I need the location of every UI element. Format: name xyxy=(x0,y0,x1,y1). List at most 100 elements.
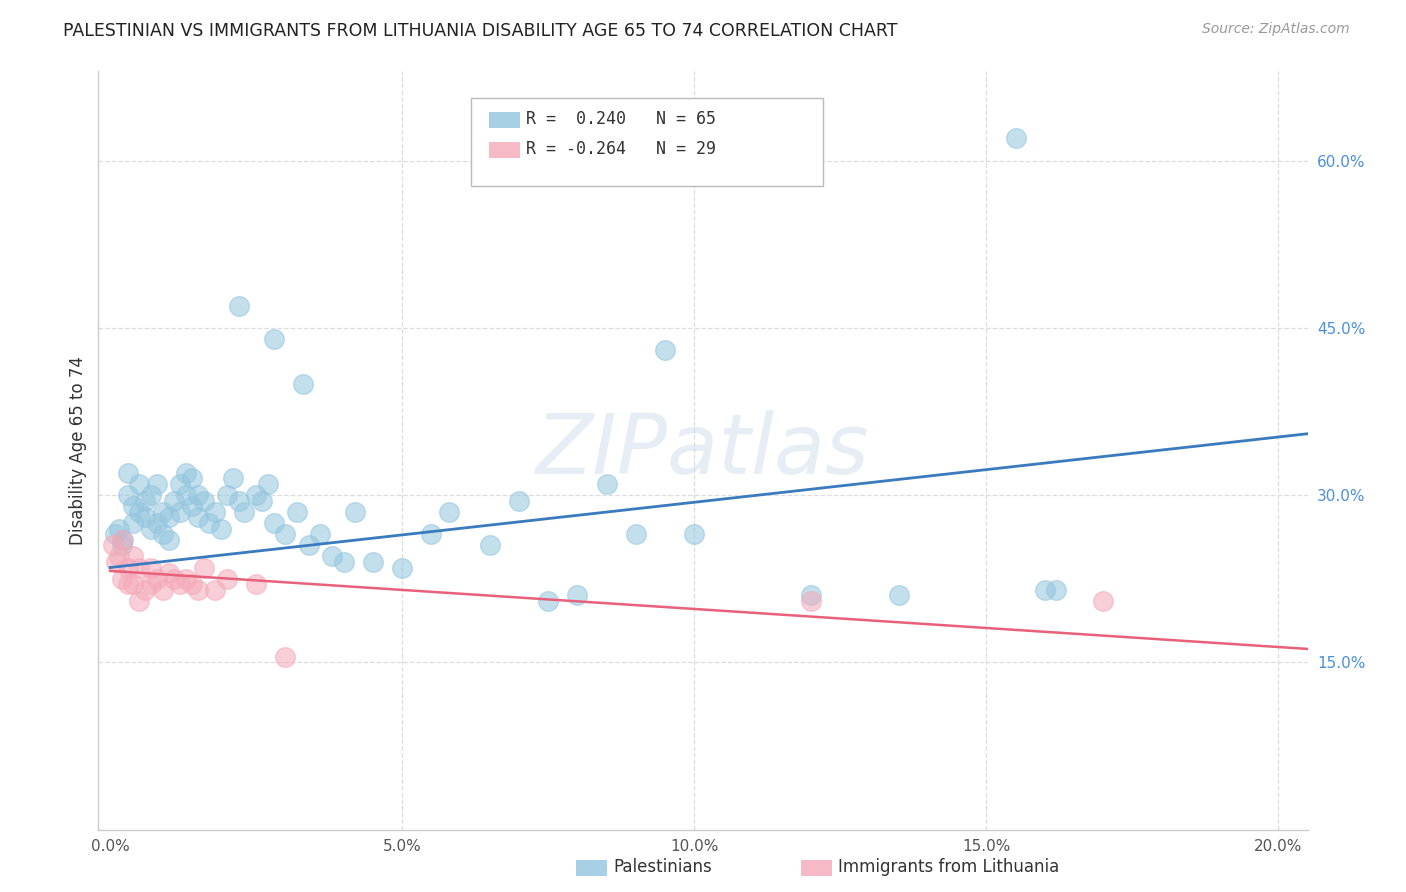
Point xyxy=(157,533,180,547)
Text: Source: ZipAtlas.com: Source: ZipAtlas.com xyxy=(1202,22,1350,37)
Point xyxy=(1092,594,1115,608)
Text: Immigrants from Lithuania: Immigrants from Lithuania xyxy=(838,858,1059,876)
Point xyxy=(134,493,156,508)
Point xyxy=(111,533,134,547)
Point xyxy=(222,471,245,485)
Point xyxy=(139,521,162,535)
Point xyxy=(174,488,197,502)
Point xyxy=(887,589,910,603)
Point xyxy=(624,527,647,541)
Point xyxy=(567,589,589,603)
Point xyxy=(1045,582,1067,597)
Point xyxy=(256,477,278,491)
Point xyxy=(654,343,676,358)
Point xyxy=(332,555,354,569)
Point xyxy=(800,594,823,608)
Point xyxy=(204,582,226,597)
Point xyxy=(174,572,197,586)
Point xyxy=(291,376,314,391)
Point xyxy=(204,505,226,519)
Point xyxy=(263,516,285,530)
Point xyxy=(198,516,221,530)
Point xyxy=(187,510,209,524)
Point xyxy=(285,505,308,519)
Point xyxy=(104,555,127,569)
Point xyxy=(163,572,186,586)
Point xyxy=(215,488,238,502)
Point xyxy=(117,577,139,591)
Point xyxy=(595,477,617,491)
Point xyxy=(117,466,139,480)
Text: Palestinians: Palestinians xyxy=(613,858,711,876)
Point xyxy=(169,477,191,491)
Point xyxy=(1004,131,1026,145)
Point xyxy=(800,589,823,603)
Point xyxy=(537,594,560,608)
Point xyxy=(108,549,131,564)
Point xyxy=(134,582,156,597)
Point xyxy=(157,510,180,524)
Point xyxy=(245,577,267,591)
Point xyxy=(228,493,250,508)
Point xyxy=(361,555,384,569)
Point xyxy=(146,477,169,491)
Point xyxy=(139,560,162,574)
Point xyxy=(163,493,186,508)
Point xyxy=(122,516,145,530)
Point xyxy=(122,500,145,514)
Point xyxy=(233,505,256,519)
Point xyxy=(309,527,332,541)
Point xyxy=(180,471,202,485)
Point xyxy=(274,527,297,541)
Point xyxy=(152,527,174,541)
Point xyxy=(174,466,197,480)
Point xyxy=(1033,582,1056,597)
Text: R = -0.264   N = 29: R = -0.264 N = 29 xyxy=(526,140,716,158)
Point xyxy=(128,594,150,608)
Point xyxy=(180,500,202,514)
Point xyxy=(187,582,209,597)
Point xyxy=(193,560,215,574)
Point xyxy=(128,477,150,491)
Point xyxy=(122,577,145,591)
Point xyxy=(104,527,127,541)
Point xyxy=(344,505,367,519)
Point xyxy=(146,572,169,586)
Point xyxy=(209,521,232,535)
Point xyxy=(180,577,202,591)
Point xyxy=(128,505,150,519)
Point xyxy=(169,505,191,519)
Point xyxy=(215,572,238,586)
Point xyxy=(321,549,343,564)
Point xyxy=(298,538,321,552)
Point xyxy=(139,488,162,502)
Point xyxy=(157,566,180,581)
Y-axis label: Disability Age 65 to 74: Disability Age 65 to 74 xyxy=(69,356,87,545)
Point xyxy=(152,582,174,597)
Point xyxy=(139,577,162,591)
Point xyxy=(228,299,250,313)
Point xyxy=(134,510,156,524)
Point xyxy=(187,488,209,502)
Text: ZIPatlas: ZIPatlas xyxy=(536,410,870,491)
Point xyxy=(420,527,443,541)
Point xyxy=(128,560,150,574)
Point xyxy=(274,649,297,664)
Text: R =  0.240   N = 65: R = 0.240 N = 65 xyxy=(526,110,716,128)
Point xyxy=(683,527,706,541)
Point xyxy=(146,516,169,530)
Text: PALESTINIAN VS IMMIGRANTS FROM LITHUANIA DISABILITY AGE 65 TO 74 CORRELATION CHA: PALESTINIAN VS IMMIGRANTS FROM LITHUANIA… xyxy=(63,22,898,40)
Point xyxy=(193,493,215,508)
Point xyxy=(508,493,530,508)
Point xyxy=(122,549,145,564)
Point xyxy=(250,493,273,508)
Point xyxy=(152,505,174,519)
Point xyxy=(169,577,191,591)
Point xyxy=(111,572,134,586)
Point xyxy=(245,488,267,502)
Point xyxy=(478,538,501,552)
Point xyxy=(108,521,131,535)
Point xyxy=(117,488,139,502)
Point xyxy=(263,332,285,346)
Point xyxy=(111,533,134,547)
